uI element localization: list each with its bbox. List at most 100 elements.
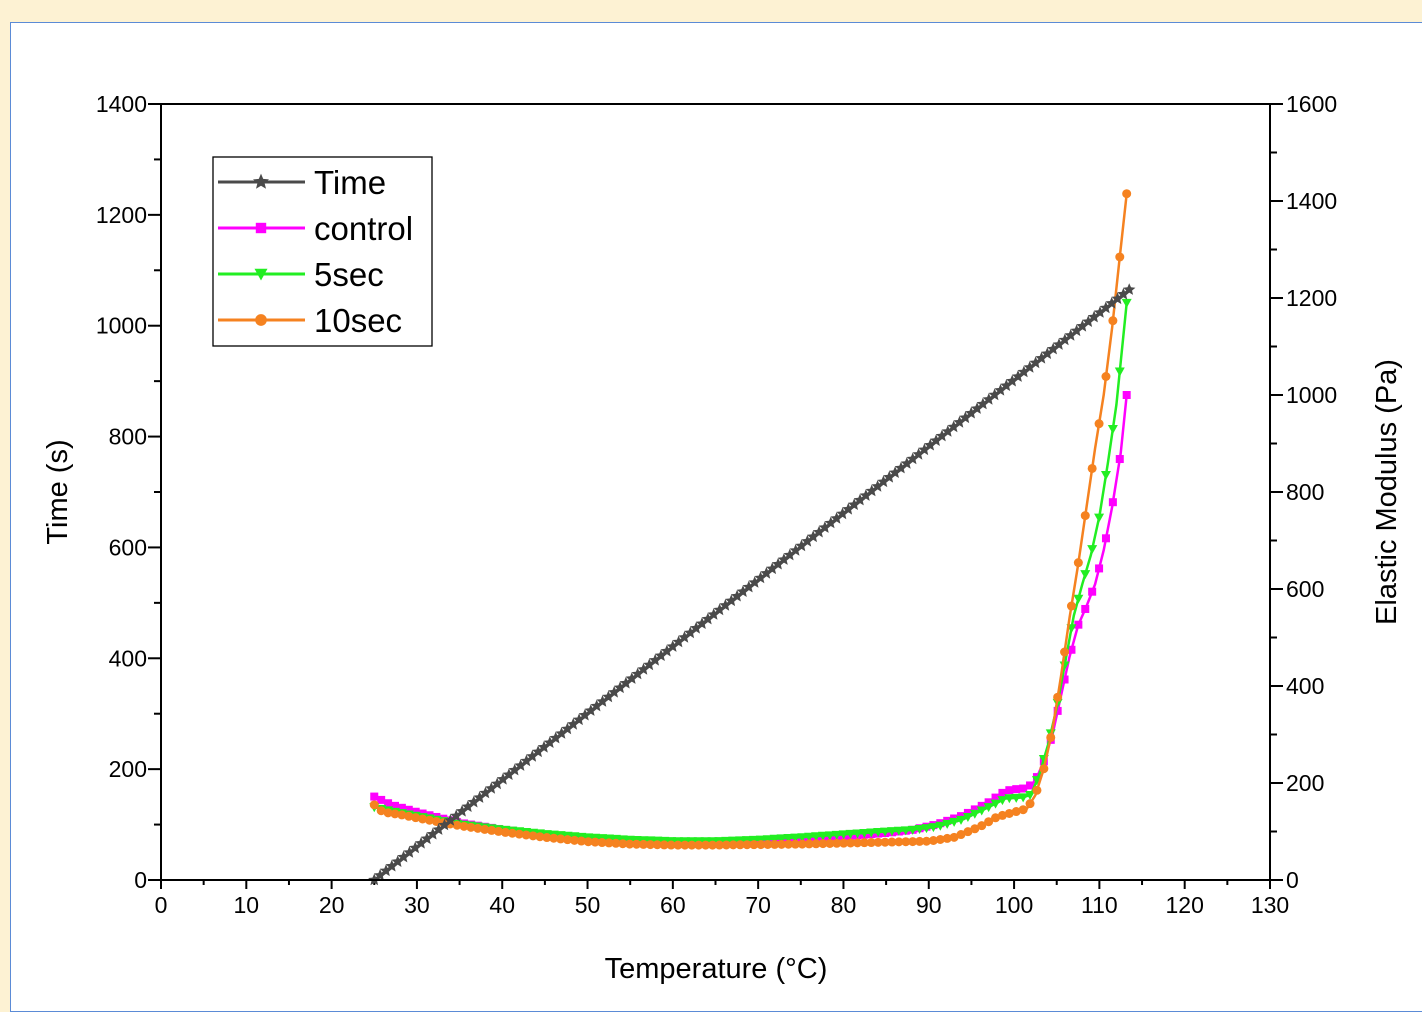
data-point-Time (1029, 356, 1042, 369)
data-point-Time (789, 544, 802, 556)
data-point-control (370, 792, 379, 801)
data-point-5sec (1025, 791, 1036, 801)
data-point-Time (526, 749, 539, 762)
data-point-10sec (1087, 463, 1097, 473)
data-point-5sec (1018, 793, 1029, 803)
data-point-control (1005, 786, 1014, 795)
data-point-Time (1070, 324, 1083, 337)
data-point-10sec (507, 828, 517, 838)
data-point-10sec (521, 830, 531, 840)
data-point-5sec (997, 796, 1008, 806)
y-left-tick-label: 1000 (96, 313, 147, 339)
data-point-control (1088, 587, 1097, 596)
data-point-Time (654, 649, 668, 661)
x-tick-label: 10 (234, 892, 260, 918)
y-left-tick-label: 800 (109, 424, 147, 450)
x-tick-label: 30 (404, 892, 430, 918)
x-tick-label: 40 (489, 892, 515, 918)
legend-box (212, 156, 433, 347)
data-point-10sec (618, 839, 628, 849)
data-point-10sec (680, 840, 690, 850)
data-point-Time (730, 589, 744, 602)
data-point-10sec (576, 836, 586, 846)
data-point-5sec (1121, 298, 1132, 308)
data-point-10sec (583, 837, 593, 847)
data-point-5sec (817, 831, 828, 841)
x-tick-label: 120 (1166, 892, 1204, 918)
data-point-10sec (528, 831, 538, 841)
data-point-control (1067, 645, 1076, 654)
data-point-5sec (976, 806, 987, 816)
data-point-5sec (962, 812, 973, 822)
data-point-control (998, 788, 1007, 797)
data-point-Time (906, 452, 919, 465)
data-point-10sec (1108, 316, 1118, 326)
data-point-Time (502, 768, 516, 780)
data-point-Time (959, 411, 972, 424)
data-point-10sec (673, 840, 683, 850)
data-point-10sec (411, 813, 421, 823)
x-tick-label: 50 (575, 892, 601, 918)
y-right-tick-label: 0 (1286, 867, 1299, 893)
data-point-control (1019, 784, 1028, 793)
data-point-Time (900, 457, 913, 469)
data-point-Time (777, 553, 791, 565)
data-point-10sec (376, 806, 386, 816)
data-point-control (377, 795, 386, 804)
data-point-Time (707, 608, 720, 620)
data-point-5sec (845, 829, 856, 839)
x-tick-label: 130 (1251, 892, 1289, 918)
data-point-5sec (866, 828, 877, 838)
data-point-Time (912, 447, 925, 460)
data-point-Time (859, 489, 873, 501)
data-point-Time (684, 626, 697, 639)
data-point-Time (1117, 287, 1130, 300)
data-point-10sec (590, 837, 600, 847)
data-point-10sec (839, 838, 849, 848)
data-point-10sec (1032, 785, 1042, 795)
data-point-10sec (832, 838, 842, 848)
series-control (370, 391, 1131, 847)
legend: Time control 5sec 10sec (212, 156, 433, 347)
data-point-10sec (1101, 371, 1111, 381)
x-tick-label: 110 (1081, 892, 1118, 918)
data-point-5sec (907, 825, 918, 835)
y-left-tick-label: 600 (109, 534, 147, 560)
data-point-10sec (1053, 692, 1063, 702)
data-point-Time (953, 415, 966, 428)
legend-label-Time: Time (314, 164, 386, 201)
data-point-Time (649, 653, 662, 666)
legend-label-5sec: 5sec (314, 256, 384, 293)
data-point-10sec (390, 809, 400, 819)
data-point-10sec (970, 824, 980, 834)
data-point-10sec (397, 810, 407, 820)
data-point-10sec (1115, 252, 1125, 262)
data-point-Time (514, 759, 527, 771)
data-point-Time (590, 699, 603, 712)
x-tick-label: 20 (319, 892, 345, 918)
data-point-control (991, 793, 1000, 802)
data-point-Time (889, 466, 902, 478)
data-point-10sec (790, 839, 800, 849)
data-point-control (1115, 455, 1124, 464)
data-point-10sec (818, 839, 828, 849)
data-point-5sec (873, 828, 884, 838)
data-point-Time (1017, 365, 1031, 378)
data-point-5sec (921, 824, 932, 834)
data-point-5sec (852, 829, 863, 839)
data-point-Time (824, 516, 837, 529)
data-point-Time (690, 621, 703, 634)
data-point-Time (479, 786, 492, 799)
data-point-Time (385, 859, 398, 872)
data-point-Time (508, 763, 521, 776)
data-point-10sec (825, 838, 835, 848)
data-point-Time (450, 809, 463, 822)
series-Time (368, 283, 1136, 886)
data-point-10sec (921, 836, 931, 846)
data-point-Time (660, 644, 674, 657)
x-tick-label: 70 (745, 892, 771, 918)
data-point-10sec (549, 833, 559, 843)
series-line-control (373, 394, 1128, 844)
data-point-10sec (728, 840, 738, 850)
